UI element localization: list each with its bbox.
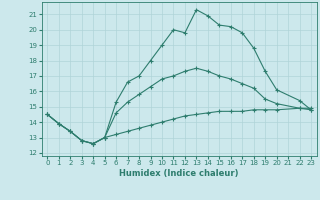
- X-axis label: Humidex (Indice chaleur): Humidex (Indice chaleur): [119, 169, 239, 178]
